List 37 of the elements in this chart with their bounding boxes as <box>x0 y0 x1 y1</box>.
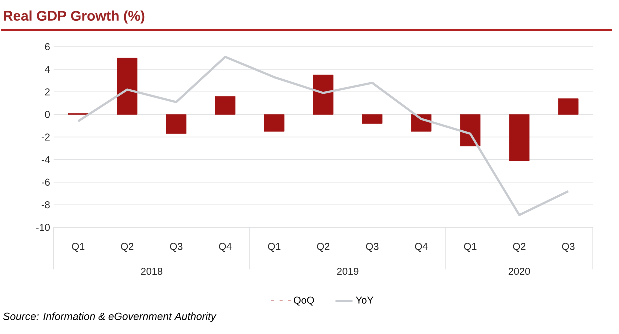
x-tick-label: Q2 <box>513 242 526 252</box>
y-tick-label: -10 <box>36 224 50 231</box>
x-tick-label: Q3 <box>366 242 379 252</box>
y-tick-label: 6 <box>45 43 50 50</box>
y-tick-label: -4 <box>42 156 50 164</box>
y-tick-label: -8 <box>42 201 50 208</box>
legend-label: QoQ <box>294 296 314 306</box>
bar <box>460 114 481 146</box>
bar <box>313 74 334 115</box>
y-tick-label: 4 <box>45 66 50 73</box>
bar <box>264 114 285 132</box>
y-tick-label: 0 <box>45 110 50 118</box>
source-note: Source: Information & eGovernment Authority <box>4 312 217 322</box>
bar <box>117 58 138 115</box>
chart-title: Real GDP Growth (%) <box>4 10 145 24</box>
y-tick-label: -6 <box>42 178 50 186</box>
bar <box>362 114 383 124</box>
x-tick-label: Q2 <box>317 242 330 252</box>
x-tick-label: Q4 <box>415 242 428 252</box>
bar <box>215 96 236 115</box>
x-tick-label: Q1 <box>268 242 281 252</box>
y-tick-label: -2 <box>42 134 50 141</box>
x-tick-label: Q2 <box>121 242 134 252</box>
x-tick-label: Q1 <box>464 242 477 252</box>
y-tick-label: 2 <box>45 88 50 96</box>
text: 2020 <box>508 268 530 275</box>
x-tick-label: Q3 <box>170 242 183 252</box>
bar <box>509 114 530 161</box>
x-tick-label: Q1 <box>72 242 85 252</box>
x-tick-label: Q3 <box>562 242 575 252</box>
text: 2019 <box>337 268 359 275</box>
line-series <box>77 56 570 216</box>
legend-label: YoY <box>356 296 374 304</box>
bar <box>558 98 579 115</box>
bar <box>166 114 187 134</box>
x-tick-label: Q4 <box>219 242 232 252</box>
text: 2018 <box>141 268 163 275</box>
